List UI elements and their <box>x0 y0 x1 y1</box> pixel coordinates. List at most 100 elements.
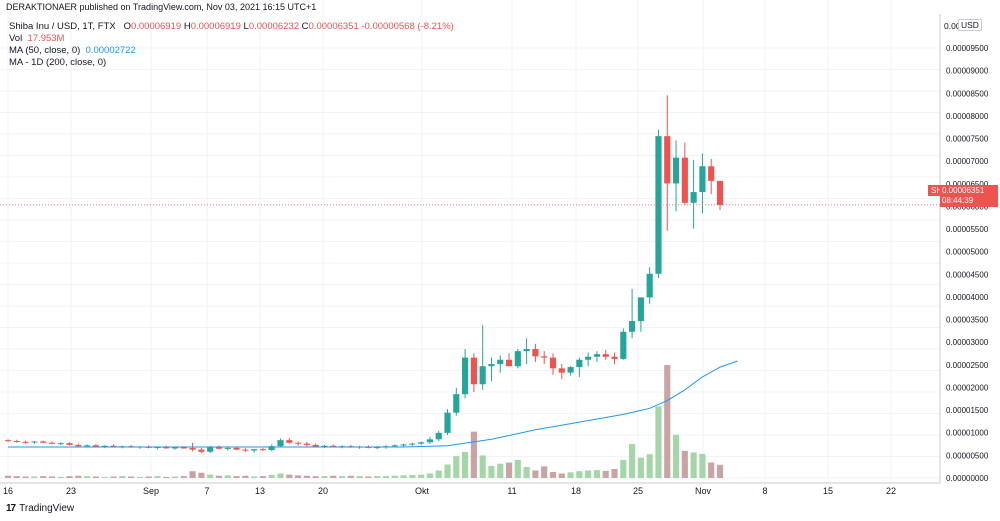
x-tick-label: 8 <box>762 486 767 496</box>
volume-bar <box>136 476 143 478</box>
candle-body <box>31 441 38 443</box>
y-tick-label: 0.00007500 <box>946 135 989 144</box>
candle-body <box>497 359 504 365</box>
candle-body <box>66 443 73 445</box>
volume-bar <box>75 475 82 478</box>
volume-bar <box>479 455 486 478</box>
volume-bar <box>541 466 548 478</box>
y-tick-label: 0.00004500 <box>946 270 989 279</box>
volume-bar <box>268 474 275 478</box>
volume-bar <box>312 476 319 478</box>
candle-body <box>479 366 486 385</box>
candle-body <box>470 357 477 385</box>
y-tick-label: 0.00001000 <box>946 429 989 438</box>
volume-bar <box>699 453 706 478</box>
currency-button[interactable]: USD <box>958 19 982 31</box>
x-tick-label: Sep <box>143 486 159 496</box>
volume-bar <box>154 476 161 478</box>
y-tick-label: 0.00009000 <box>946 67 989 76</box>
legend-ohlc: Shiba Inu / USD, 1T, FTX O0.00006919 H0.… <box>9 21 454 32</box>
top-price-label: 0.000 <box>944 21 966 31</box>
candle-body <box>585 356 592 360</box>
legend-symbol: Shiba Inu / USD, 1T, FTX <box>9 21 116 32</box>
x-tick-label: 13 <box>255 486 265 496</box>
volume-bar <box>127 476 135 478</box>
candle-body <box>233 447 240 450</box>
candle-body <box>523 349 530 352</box>
volume-bar <box>672 434 680 478</box>
candle-body <box>110 445 117 448</box>
volume-bar <box>374 476 381 478</box>
legend-change: -0.00000568 (-8.21%) <box>361 21 454 32</box>
candle-body <box>22 441 29 443</box>
volume-bar <box>48 476 56 478</box>
candle-body <box>330 445 337 448</box>
candle-body <box>294 442 302 444</box>
volume-bar <box>462 452 469 478</box>
y-tick-label: 0.00005000 <box>946 248 989 257</box>
candle-body <box>576 359 583 368</box>
volume-bar <box>242 475 249 478</box>
last-price: 0.00006351 <box>942 186 985 195</box>
y-tick-label: 0.00000000 <box>946 474 989 483</box>
candle-body <box>101 445 108 447</box>
candle-body <box>268 446 275 451</box>
y-tick-label: 0.00003500 <box>946 316 989 325</box>
x-tick-label: 11 <box>507 486 516 496</box>
x-tick-label: 18 <box>571 486 581 496</box>
candle-body <box>303 443 310 445</box>
candle-body <box>163 447 170 449</box>
volume-bar <box>514 459 521 478</box>
ma50-line <box>8 360 738 448</box>
volume-bar <box>251 476 258 478</box>
candle-body <box>154 447 161 449</box>
candle-body <box>57 443 64 445</box>
last-price-badge: 0.00006351 08:44:39 <box>940 185 998 207</box>
candle-body <box>171 447 179 449</box>
x-tick-label: 25 <box>633 486 643 496</box>
volume-bar <box>356 476 363 478</box>
volume-bar <box>629 444 636 478</box>
volume-bar <box>233 476 240 478</box>
volume-bar <box>189 471 196 478</box>
tv-logo-icon: 17 <box>6 503 16 514</box>
y-tick-label: 0.00004000 <box>946 293 989 302</box>
volume-bar <box>593 470 601 478</box>
volume-bar <box>409 474 416 478</box>
volume-bar <box>365 476 372 478</box>
volume-bar <box>602 470 609 478</box>
y-tick-label: 0.00002000 <box>946 383 989 392</box>
candle-body <box>664 136 671 184</box>
volume-bar <box>549 471 557 478</box>
candle-body <box>602 354 609 357</box>
tradingview-logo[interactable]: 17 TradingView <box>6 503 74 514</box>
candle-body <box>514 351 521 367</box>
candle-body <box>567 367 574 373</box>
volume-bar <box>664 365 671 478</box>
candle-body <box>84 445 91 447</box>
candle-body <box>409 443 416 445</box>
volume-bar <box>558 473 565 478</box>
candle-body <box>242 449 249 451</box>
candle-body <box>629 321 636 332</box>
candle-body <box>321 445 328 447</box>
candle-body <box>558 368 565 373</box>
candle-body <box>180 447 187 449</box>
volume-bar <box>470 431 477 478</box>
candle-body <box>374 447 381 449</box>
y-tick-label: 0.00008000 <box>946 112 989 121</box>
y-tick-label: 0.00006500 <box>946 180 989 189</box>
volume-bar <box>92 476 99 478</box>
volume-bar <box>453 456 460 478</box>
candle-body <box>716 180 724 205</box>
x-tick-label: 15 <box>823 486 833 496</box>
volume-bar <box>523 467 530 478</box>
publish-info: DERAKTIONAER published on TradingView.co… <box>6 2 317 12</box>
volume-bar <box>400 475 407 478</box>
volume-bar <box>57 476 64 478</box>
candle-body <box>672 157 680 184</box>
volume-bar <box>681 450 688 478</box>
volume-bar <box>347 475 354 478</box>
volume-bar <box>4 475 12 478</box>
